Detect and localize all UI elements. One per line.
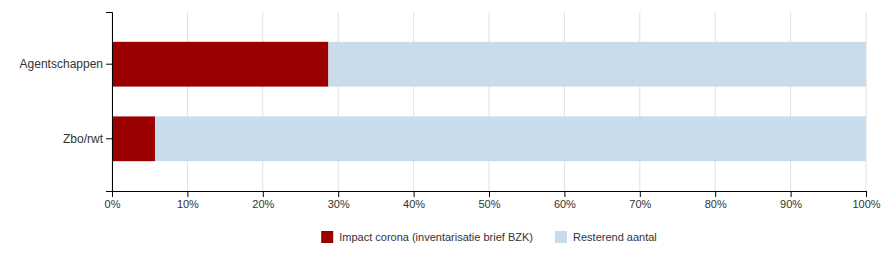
tick: 60% — [554, 191, 576, 210]
tick: 50% — [478, 191, 500, 210]
bars — [112, 42, 866, 161]
grid-line — [338, 12, 339, 191]
tick: 80% — [705, 191, 727, 210]
legend-item: Resterend aantal — [555, 231, 657, 243]
tick-label: 30% — [328, 198, 350, 210]
tick: 100% — [852, 191, 880, 210]
grid-line — [564, 12, 565, 191]
y-axis: Agentschappen Zbo/rwt — [20, 13, 113, 192]
bar — [112, 116, 155, 161]
tick-label: 0% — [105, 198, 121, 210]
legend-swatch — [555, 231, 567, 243]
tick-mark — [414, 191, 415, 197]
tick-label: 60% — [554, 198, 576, 210]
tick-mark — [866, 191, 867, 197]
tick: 20% — [252, 191, 274, 210]
legend-item: Impact corona (inventarisatie brief BZK) — [321, 231, 533, 243]
plot: 0% 10% 20% 30% 40% 50% 60% 70% 80% 90% 100% Agentsc… — [20, 12, 881, 210]
tick-mark — [564, 191, 565, 197]
bar — [328, 42, 866, 87]
axis-line — [106, 13, 113, 192]
tick-label: Agentschappen — [20, 57, 103, 71]
tick-label: 100% — [852, 198, 880, 210]
x-axis: 0% 10% 20% 30% 40% 50% 60% 70% 80% 90% 100% — [105, 191, 881, 210]
legend-label: Impact corona (inventarisatie brief BZK) — [339, 231, 533, 243]
tick-mark — [489, 191, 490, 197]
tick-mark — [715, 191, 716, 197]
grid-line — [413, 12, 414, 191]
tick-label: 10% — [177, 198, 199, 210]
grid-line — [715, 12, 716, 191]
grid-line — [639, 12, 640, 191]
tick-label: 70% — [629, 198, 651, 210]
tick: 0% — [105, 191, 121, 210]
grid-line — [489, 12, 490, 191]
legend-swatch — [321, 231, 333, 243]
tick: 90% — [780, 191, 802, 210]
tick-label: 40% — [403, 198, 425, 210]
tick-label: 80% — [705, 198, 727, 210]
tick-label: 50% — [478, 198, 500, 210]
tick: Zbo/rwt — [63, 132, 112, 146]
tick-mark — [106, 138, 112, 139]
tick-mark — [106, 64, 112, 65]
tick-mark — [640, 191, 641, 197]
bar — [112, 42, 328, 87]
tick-label: 90% — [780, 198, 802, 210]
grid-line — [187, 12, 188, 191]
tick: Agentschappen — [20, 57, 112, 71]
tick-mark — [338, 191, 339, 197]
grid-line — [262, 12, 263, 191]
tick-mark — [187, 191, 188, 197]
tick: 70% — [629, 191, 651, 210]
tick-mark — [791, 191, 792, 197]
tick-label: Zbo/rwt — [63, 132, 104, 146]
chart-container: 0% 10% 20% 30% 40% 50% 60% 70% 80% 90% 100% Agentsc… — [0, 0, 892, 263]
axis-line — [113, 192, 867, 198]
grid — [112, 12, 866, 191]
chart: 0% 10% 20% 30% 40% 50% 60% 70% 80% 90% 100% Agentsc… — [0, 0, 892, 263]
grid-line — [866, 12, 867, 191]
tick-label: 20% — [252, 198, 274, 210]
tick: 30% — [328, 191, 350, 210]
bar — [155, 116, 866, 161]
grid-line — [790, 12, 791, 191]
legend: Impact corona (inventarisatie brief BZK)… — [321, 231, 657, 243]
tick: 10% — [177, 191, 199, 210]
tick: 40% — [403, 191, 425, 210]
legend-label: Resterend aantal — [573, 231, 657, 243]
tick-mark — [263, 191, 264, 197]
